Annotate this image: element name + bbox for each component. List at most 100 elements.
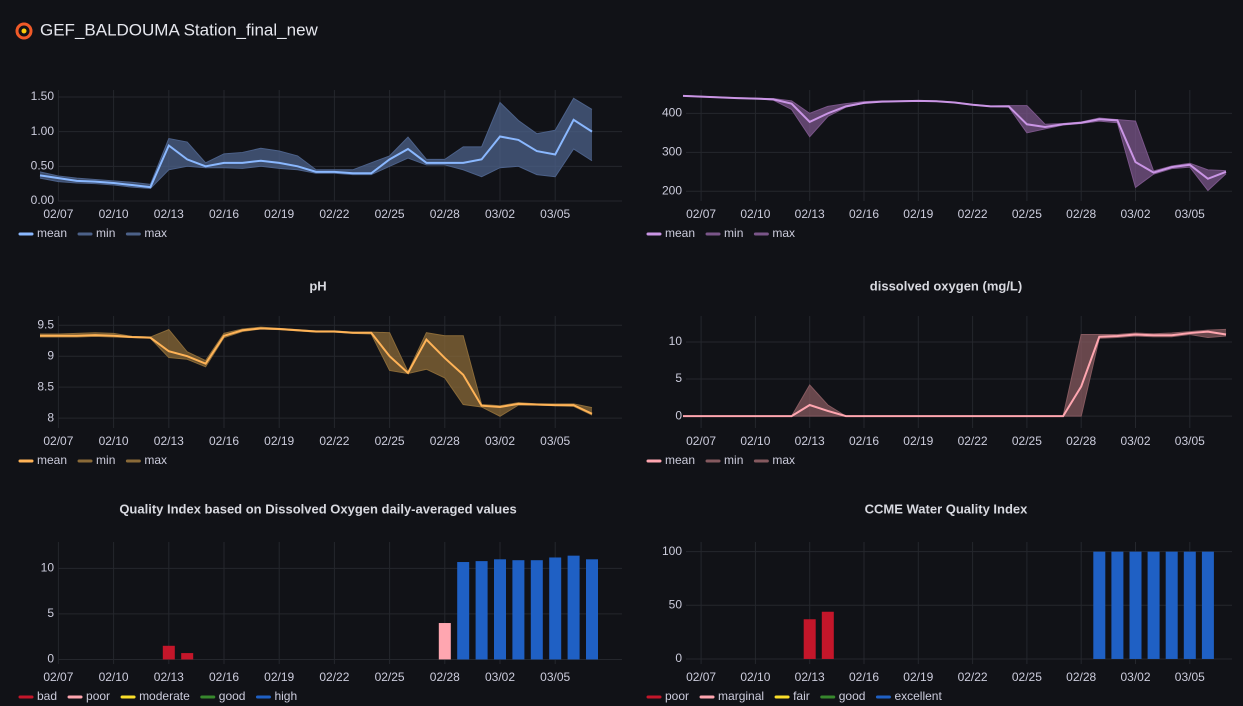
x-tick-label: 03/05 xyxy=(1175,670,1205,684)
y-tick-label: 0.00 xyxy=(31,193,55,207)
x-tick-label: 02/13 xyxy=(154,207,184,221)
bar xyxy=(1201,551,1214,659)
legend-label: marginal xyxy=(718,689,764,703)
y-tick-label: 300 xyxy=(662,144,682,158)
x-tick-label: 03/02 xyxy=(485,434,515,448)
y-tick-label: 10 xyxy=(669,334,683,348)
x-tick-label: 02/16 xyxy=(209,434,239,448)
y-tick-label: 50 xyxy=(669,597,683,611)
x-tick-label: 02/19 xyxy=(903,207,933,221)
min-line xyxy=(39,148,593,190)
legend-label: poor xyxy=(665,689,689,703)
panel-title: CCME Water Quality Index xyxy=(865,501,1029,516)
legend-label: good xyxy=(219,689,246,703)
x-tick-label: 02/25 xyxy=(375,207,405,221)
x-tick-label: 02/16 xyxy=(849,670,879,684)
x-tick-label: 02/19 xyxy=(903,670,933,684)
bar xyxy=(181,653,194,660)
y-tick-label: 100 xyxy=(662,544,682,558)
y-tick-label: 400 xyxy=(662,106,682,120)
x-tick-label: 02/13 xyxy=(154,670,184,684)
y-tick-label: 1.50 xyxy=(31,89,55,103)
legend-label: good xyxy=(839,689,866,703)
panel-title: Quality Index based on Dissolved Oxygen … xyxy=(119,501,516,516)
dashboard-title: GEF_BALDOUMA Station_final_new xyxy=(40,20,319,39)
x-tick-label: 02/10 xyxy=(740,670,770,684)
x-tick-label: 03/05 xyxy=(540,670,570,684)
y-tick-label: 10 xyxy=(41,561,55,575)
bar xyxy=(586,559,598,660)
bar xyxy=(1111,551,1124,659)
x-tick-label: 02/10 xyxy=(740,434,770,448)
legend-label: excellent xyxy=(894,689,942,703)
x-tick-label: 02/16 xyxy=(209,670,239,684)
mean-line xyxy=(683,330,1227,418)
legend-label: max xyxy=(772,453,795,467)
x-tick-label: 02/22 xyxy=(958,434,988,448)
bar xyxy=(162,645,175,660)
x-tick-label: 02/10 xyxy=(99,434,129,448)
bar xyxy=(567,555,580,660)
x-tick-label: 02/10 xyxy=(740,207,770,221)
x-tick-label: 02/19 xyxy=(264,207,294,221)
x-tick-label: 02/07 xyxy=(43,434,73,448)
y-tick-label: 8 xyxy=(47,410,54,424)
x-tick-label: 03/05 xyxy=(1175,207,1205,221)
x-tick-label: 02/28 xyxy=(1066,670,1096,684)
x-tick-label: 02/13 xyxy=(795,670,825,684)
min-max-band xyxy=(40,327,592,417)
x-tick-label: 02/25 xyxy=(375,434,405,448)
x-tick-label: 02/22 xyxy=(958,670,988,684)
bar xyxy=(438,623,451,660)
x-tick-label: 02/13 xyxy=(795,207,825,221)
bar xyxy=(1129,551,1142,659)
legend-label: fair xyxy=(793,689,810,703)
max-line xyxy=(39,97,593,185)
bar xyxy=(530,560,543,660)
y-tick-label: 0 xyxy=(675,408,682,422)
x-tick-label: 02/19 xyxy=(264,670,294,684)
panel-title: dissolved oxygen (mg/L) xyxy=(870,278,1022,293)
x-tick-label: 02/28 xyxy=(1066,434,1096,448)
bar xyxy=(1165,551,1178,659)
x-tick-label: 03/02 xyxy=(485,670,515,684)
y-tick-label: 1.00 xyxy=(31,124,55,138)
bar xyxy=(1147,551,1160,659)
x-tick-label: 02/22 xyxy=(319,434,349,448)
legend-label: max xyxy=(144,453,167,467)
x-tick-label: 02/19 xyxy=(264,434,294,448)
x-tick-label: 03/02 xyxy=(1120,434,1150,448)
bar xyxy=(803,619,816,659)
legend-label: high xyxy=(274,689,297,703)
x-tick-label: 02/07 xyxy=(43,670,73,684)
legend-label: min xyxy=(96,226,115,240)
bar xyxy=(494,559,506,660)
x-tick-label: 03/05 xyxy=(540,434,570,448)
x-tick-label: 02/28 xyxy=(430,670,460,684)
y-tick-label: 5 xyxy=(47,606,54,620)
legend-label: poor xyxy=(86,689,110,703)
mean-line xyxy=(682,94,1227,180)
x-tick-label: 02/13 xyxy=(154,434,184,448)
legend-label: mean xyxy=(37,453,67,467)
legend-label: max xyxy=(772,226,795,240)
legend-label: moderate xyxy=(139,689,190,703)
x-tick-label: 02/25 xyxy=(375,670,405,684)
bar xyxy=(1093,551,1106,659)
y-tick-label: 0 xyxy=(47,652,54,666)
min-max-band xyxy=(683,95,1226,191)
bar xyxy=(821,611,834,659)
x-tick-label: 02/07 xyxy=(686,670,716,684)
x-tick-label: 02/16 xyxy=(849,434,879,448)
x-tick-label: 03/02 xyxy=(1120,670,1150,684)
x-tick-label: 03/05 xyxy=(1175,434,1205,448)
bar xyxy=(475,561,488,660)
mean-line xyxy=(39,118,593,189)
x-tick-label: 02/19 xyxy=(903,434,933,448)
x-tick-label: 02/07 xyxy=(686,434,716,448)
x-tick-label: 03/02 xyxy=(1120,207,1150,221)
panel-title: pH xyxy=(309,278,326,293)
y-tick-label: 0 xyxy=(675,651,682,665)
x-tick-label: 02/22 xyxy=(958,207,988,221)
